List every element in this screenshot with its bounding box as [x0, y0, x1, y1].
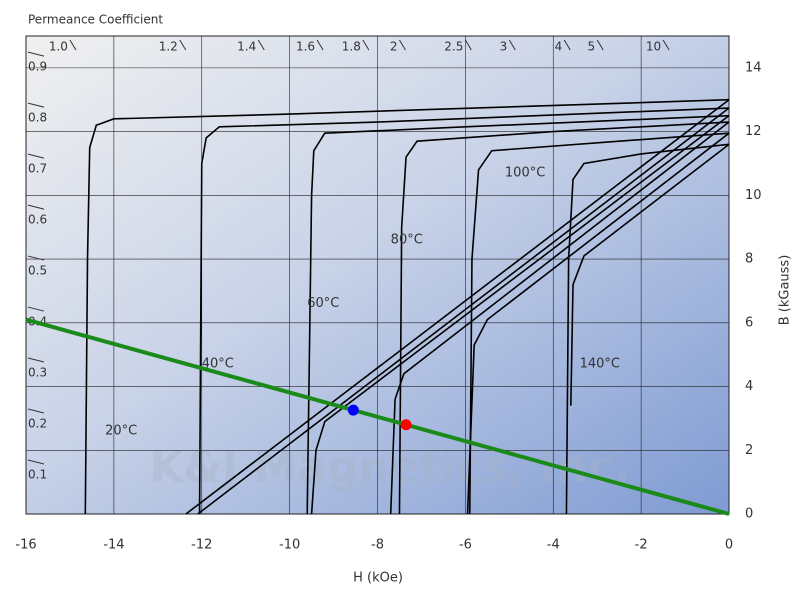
y-tick-label: 0 [745, 507, 753, 522]
permeance-tick [464, 39, 472, 51]
permeance-tick-label: 3 [500, 40, 508, 54]
curve-label: 60°C [307, 296, 339, 311]
normal-curve [466, 132, 730, 515]
normal-curve [185, 99, 730, 515]
permeance-tick [27, 408, 45, 414]
x-tick-label: -4 [547, 538, 560, 553]
curve-label: 100°C [505, 166, 545, 181]
load-line [25, 317, 730, 516]
permeance-tick [508, 39, 516, 51]
y-tick-label: 8 [745, 252, 753, 267]
y-tick-label: 2 [745, 443, 753, 458]
curve-label: 20°C [105, 424, 137, 439]
x-tick-label: -2 [635, 538, 648, 553]
permeance-tick-label: 1.2 [159, 40, 178, 54]
intrinsic-curve [84, 98, 730, 515]
operating-point [347, 404, 359, 416]
normal-curve [389, 121, 730, 515]
permeance-tick [27, 459, 45, 465]
y-tick-label: 6 [745, 315, 753, 330]
y-axis-label: B (kGauss) [778, 255, 793, 326]
permeance-tick [27, 357, 45, 363]
x-tick-label: -8 [371, 538, 384, 553]
permeance-tick [27, 255, 45, 261]
permeance-tick-label: 10 [646, 40, 661, 54]
intrinsic-curve [306, 114, 730, 515]
permeance-tick-label: 1.8 [342, 40, 361, 54]
permeance-tick [27, 51, 45, 57]
permeance-tick-label: 4 [555, 40, 563, 54]
permeance-tick [27, 102, 45, 108]
curve-label: 140°C [580, 357, 620, 372]
curve-label: 80°C [391, 232, 423, 247]
permeance-tick-label: 2 [390, 40, 398, 54]
x-tick-label: -10 [279, 538, 300, 553]
normal-curve [197, 107, 730, 515]
operating-point [400, 419, 412, 431]
permeance-tick-label: 0.1 [28, 468, 47, 482]
permeance-tick [563, 39, 571, 51]
x-tick-label: -16 [15, 538, 36, 553]
intrinsic-curve [565, 143, 730, 515]
permeance-tick-label: 0.5 [28, 264, 47, 278]
normal-curve [570, 143, 730, 406]
permeance-tick-label: 0.9 [28, 60, 47, 74]
permeance-tick [596, 39, 604, 51]
normal-curve [310, 115, 730, 515]
y-tick-label: 10 [745, 188, 762, 203]
permeance-tick-label: 1.4 [237, 40, 256, 54]
x-axis-label: H (kOe) [353, 571, 403, 586]
intrinsic-curve [398, 121, 730, 515]
y-tick-label: 12 [745, 124, 762, 139]
permeance-tick [27, 153, 45, 159]
permeance-tick [362, 39, 370, 51]
x-tick-label: -12 [191, 538, 212, 553]
y-tick-label: 4 [745, 379, 753, 394]
permeance-tick [399, 39, 406, 51]
permeance-tick-label: 2.5 [444, 40, 463, 54]
intrinsic-curve [198, 107, 730, 515]
permeance-tick-label: 0.2 [28, 417, 47, 431]
x-tick-label: -14 [103, 538, 124, 553]
permeance-tick [316, 39, 324, 51]
permeance-tick-label: 0.7 [28, 162, 47, 176]
permeance-tick-label: 5 [588, 40, 596, 54]
permeance-tick [662, 39, 670, 51]
permeance-tick-label: 0.3 [28, 366, 47, 380]
permeance-title: Permeance Coefficient [28, 13, 163, 27]
permeance-tick [27, 306, 45, 312]
permeance-tick-label: 0.6 [28, 213, 47, 227]
permeance-tick-label: 1.6 [296, 40, 315, 54]
y-tick-label: 14 [745, 60, 762, 75]
permeance-tick-label: 1.0 [49, 40, 68, 54]
curve-label: 40°C [202, 357, 234, 372]
permeance-tick-label: 0.8 [28, 111, 47, 125]
plot-border [25, 35, 730, 515]
permeance-tick [257, 39, 265, 51]
intrinsic-curve [468, 132, 730, 515]
permeance-tick [179, 39, 187, 51]
permeance-tick [27, 204, 45, 210]
x-tick-label: 0 [725, 538, 733, 553]
permeance-tick [69, 39, 77, 51]
x-tick-label: -6 [459, 538, 472, 553]
